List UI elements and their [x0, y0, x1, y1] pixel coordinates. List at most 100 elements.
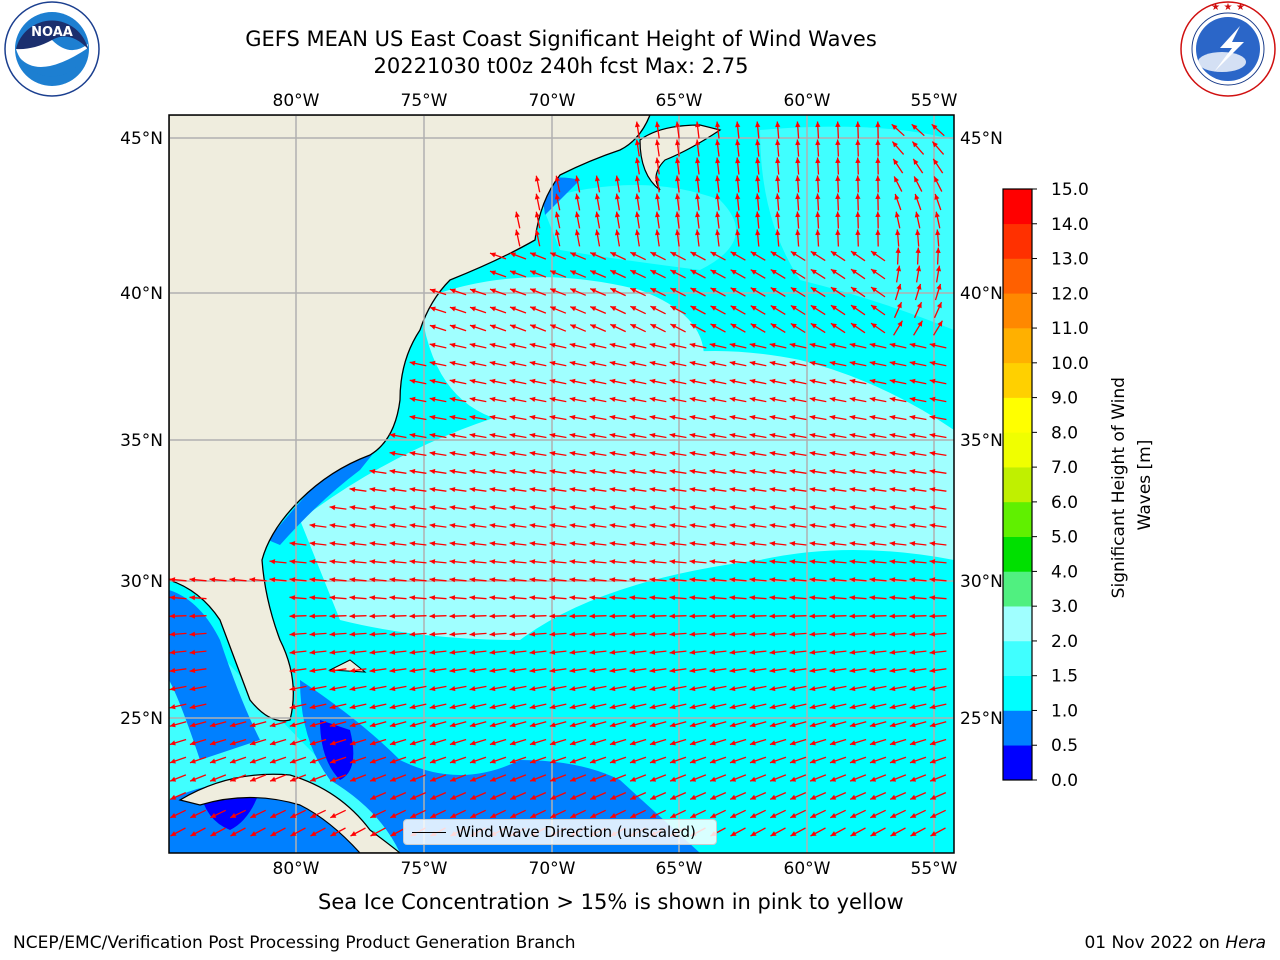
wind-arrow-head: [530, 813, 537, 818]
wind-arrow-head: [489, 523, 496, 529]
wind-arrow-head: [669, 505, 676, 511]
wind-arrow-head: [549, 595, 556, 601]
wind-arrow-head: [809, 541, 816, 547]
wind-arrow-head: [409, 523, 416, 529]
wind-arrow-head: [329, 523, 336, 529]
wind-arrow-head: [830, 323, 837, 329]
wind-arrow-head: [909, 360, 916, 366]
wind-arrow-head: [590, 794, 597, 800]
wind-arrow-head: [909, 740, 916, 746]
wind-arrow-head: [409, 740, 416, 746]
wind-arrow-head: [569, 432, 576, 438]
wind-arrow-head: [869, 722, 876, 728]
wind-arrow-head: [709, 613, 715, 619]
wind-arrow-head: [549, 414, 556, 420]
wind-arrow-head: [489, 740, 496, 746]
colorbar-segment: [1003, 189, 1032, 225]
wind-arrow-head: [509, 414, 516, 420]
wind-arrow-head: [735, 157, 741, 164]
wind-arrow-head: [889, 595, 896, 601]
wind-arrow-head: [912, 141, 918, 148]
wind-arrow-head: [789, 686, 796, 692]
colorbar: 0.0 0.5 1.0 1.5 2.0 3.0 4.0 5.0 6.0 7.0 8.0 9.0 10.0…: [1002, 180, 1089, 791]
wind-arrow-head: [429, 360, 436, 366]
wind-arrow-head: [449, 523, 456, 529]
land: [169, 115, 722, 853]
wind-arrow-head: [489, 631, 496, 637]
wind-arrow-head: [589, 541, 596, 547]
wind-arrow-head: [269, 559, 276, 565]
wind-arrow-head: [489, 505, 496, 511]
wind-arrow-head: [609, 667, 616, 673]
wind-arrow-head: [529, 378, 536, 384]
wind-arrow-head: [529, 396, 536, 402]
wind-arrow-head: [689, 360, 696, 366]
wind-arrow-head: [569, 722, 576, 728]
wind-arrow-head: [869, 649, 876, 655]
wind-arrow-head: [609, 414, 616, 420]
wind-arrow-head: [695, 211, 701, 218]
wind-arrow-head: [689, 686, 696, 692]
wind-arrow-head: [289, 686, 296, 692]
wind-arrow-head: [675, 193, 681, 200]
wind-arrow-head: [550, 252, 557, 258]
wind-arrow-head: [289, 577, 296, 583]
wind-arrow-head: [589, 523, 596, 529]
wind-arrow-head: [670, 758, 676, 764]
wind-arrow-head: [769, 505, 776, 511]
wind-arrow-head: [310, 758, 316, 764]
wind-arrow-head: [769, 667, 776, 673]
wind-arrow-head: [809, 414, 816, 420]
wind-arrow-head: [670, 794, 677, 800]
wind-arrow-head: [790, 287, 797, 293]
wind-arrow-head: [675, 229, 681, 236]
wind-arrow-head: [170, 831, 177, 836]
wind-arrow-head: [529, 342, 536, 348]
wind-arrow-head: [729, 577, 736, 583]
wind-arrow-head: [189, 667, 196, 673]
wind-arrow-head: [655, 139, 661, 146]
wind-arrow-head: [389, 450, 396, 457]
wind-arrow-head: [893, 158, 899, 165]
wind-arrow-head: [649, 378, 656, 384]
wind-arrow-head: [915, 265, 922, 272]
wind-arrow-head: [529, 613, 535, 619]
wind-arrow-head: [710, 776, 717, 782]
wind-arrow-head: [230, 831, 237, 836]
wind-arrow-head: [429, 342, 436, 348]
wind-arrow-head: [869, 468, 876, 475]
wind-arrow-head: [369, 740, 376, 746]
wind-arrow-head: [789, 378, 796, 384]
wind-arrow-head: [510, 324, 516, 330]
wind-arrow-head: [370, 813, 377, 818]
wind-arrow-head: [469, 577, 476, 583]
wind-arrow-head: [789, 704, 796, 710]
wind-arrow-head: [449, 631, 456, 637]
wind-arrow-head: [790, 758, 796, 764]
wind-arrow-head: [569, 414, 576, 420]
wind-arrow-head: [289, 559, 296, 565]
wind-arrow-head: [189, 704, 196, 710]
wind-arrow-head: [870, 776, 877, 782]
wind-arrow-head: [894, 194, 900, 200]
wind-arrow-head: [909, 396, 916, 402]
wind-arrow-head: [634, 229, 641, 236]
wind-arrow-head: [290, 831, 297, 836]
wind-arrow-head: [669, 541, 676, 547]
wind-arrow-head: [749, 396, 756, 402]
wind-arrow-head: [775, 175, 781, 182]
wind-arrow-head: [689, 450, 696, 457]
wind-arrow-head: [409, 577, 416, 583]
wind-arrow-head: [689, 595, 696, 601]
wind-arrow-head: [909, 468, 916, 475]
wind-arrow-head: [349, 704, 356, 710]
wind-arrow-head: [390, 831, 397, 836]
wind-arrow-head: [310, 776, 317, 782]
wind-arrow-head: [749, 595, 756, 601]
wind-arrow-head: [790, 305, 797, 311]
wind-arrow-head: [589, 704, 596, 710]
wind-arrow-head: [869, 414, 876, 420]
wind-arrow-head: [649, 450, 656, 457]
wind-arrow-head: [609, 450, 616, 457]
wind-arrow-head: [709, 686, 716, 692]
